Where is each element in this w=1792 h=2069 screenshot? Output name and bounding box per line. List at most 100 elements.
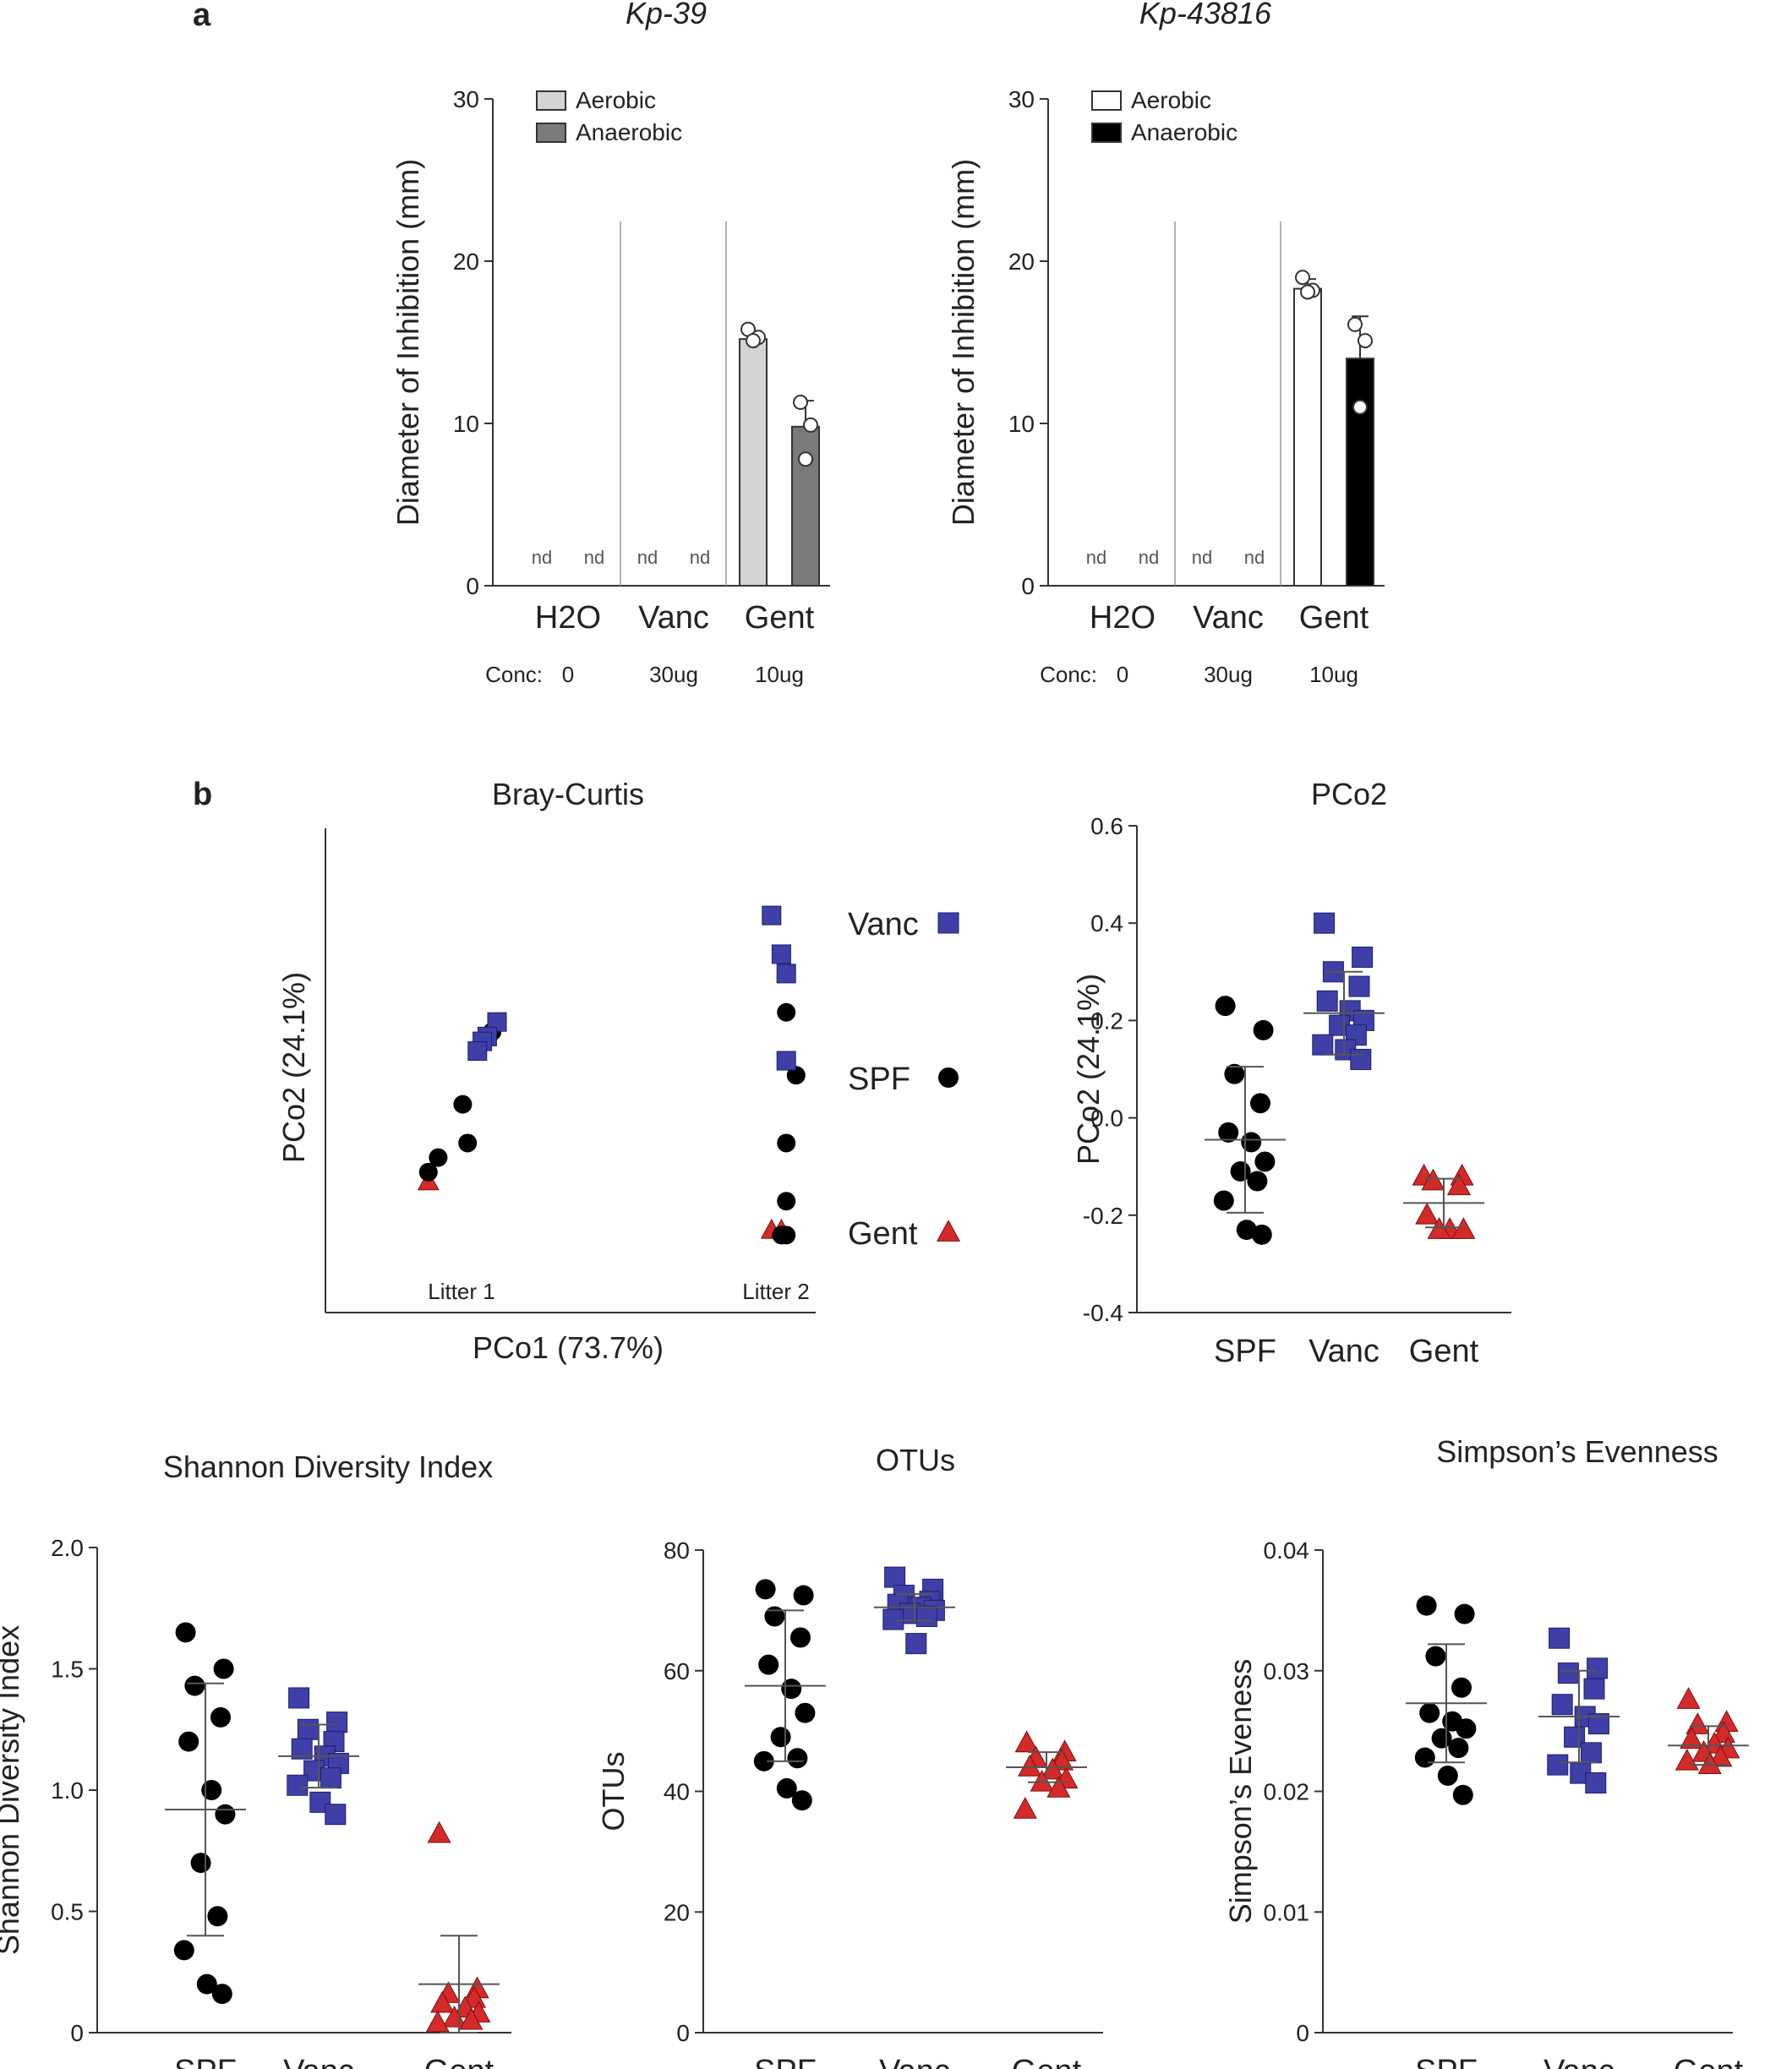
braycurtis-annotation-litter-1: Litter 1: [428, 1279, 495, 1304]
kp39-data-point: [793, 395, 808, 411]
shannon-point-spf: [215, 1804, 236, 1825]
kp43816-nd-label: nd: [1192, 547, 1212, 568]
shannon-ytick-label: 0: [70, 2020, 84, 2046]
kp43816-ytick-label: 0: [1021, 573, 1035, 599]
shannon-chart: Shannon Diversity Index 0 0.5 1.0 1.5 2.0 Shan…: [0, 1449, 511, 2069]
otus-category-label: SPF: [754, 2054, 817, 2069]
kp43816-ytick-label: 10: [1008, 411, 1035, 437]
otus-point-spf: [790, 1627, 811, 1648]
kp39-conc-label: 0: [562, 662, 574, 687]
otus-point-vanc: [915, 1606, 937, 1628]
shannon-point-gent: [459, 2007, 484, 2030]
kp43816-nd-label: nd: [1086, 547, 1106, 568]
kp43816-conc-label: 30ug: [1204, 662, 1253, 687]
kp39-bar-anaerobic: [791, 425, 820, 587]
braycurtis-point-spf: [458, 1133, 478, 1153]
shannon-point-spf: [210, 1706, 231, 1728]
kp43816-bar-aerobic: [1293, 287, 1322, 587]
kp43816-legend-swatch: [1091, 90, 1122, 111]
simpson-point-spf: [1414, 1747, 1435, 1768]
otus-point-gent: [1014, 1730, 1039, 1753]
braycurtis-point-spf: [772, 1226, 791, 1245]
simpson-category-label: Vanc: [1543, 2054, 1614, 2069]
kp39-data-point: [746, 333, 761, 349]
kp43816-ytick-label: 30: [1008, 86, 1035, 112]
simpson-ytick-label: 0.01: [1264, 1899, 1310, 1925]
simpson-point-spf: [1416, 1595, 1437, 1616]
braycurtis-legend-marker: [936, 1220, 961, 1242]
otus-point-spf: [787, 1748, 808, 1769]
simpson-point-vanc: [1580, 1742, 1602, 1764]
otus-category-label: Vanc: [879, 2054, 950, 2069]
pco2-point-spf: [1215, 996, 1236, 1017]
simpson-point-gent: [1697, 1752, 1722, 1774]
pco2-chart: PCo2 -0.4 -0.2 0.0 0.2 0.4 0.6 PCo2 (24.1%) SPF V…: [1071, 777, 1511, 1369]
otus-chart: OTUs 0 20 40 60 80 OTUs SPF Vanc Gent: [596, 1443, 1103, 2069]
shannon-point-gent: [425, 2010, 450, 2033]
braycurtis-legend-label: SPF: [848, 1062, 910, 1097]
otus-ytick-label: 40: [664, 1779, 690, 1805]
kp39-data-point: [803, 417, 818, 433]
otus-ytick-label: 20: [664, 1899, 690, 1925]
kp43816-title: Kp-43816: [1139, 0, 1272, 30]
braycurtis-point-spf: [418, 1162, 438, 1182]
simpson-point-gent: [1708, 1744, 1733, 1767]
kp39-legend-label: Aerobic: [576, 87, 656, 113]
shannon-point-spf: [196, 1973, 217, 1995]
kp43816-chart: Kp-43816 0 10 20 30 Diameter of Inhibition (m…: [946, 0, 1385, 687]
kp39-nd-label: nd: [690, 547, 710, 568]
kp39-ytick-label: 0: [466, 573, 479, 599]
otus-point-spf: [770, 1727, 791, 1748]
otus-point-spf: [791, 1790, 812, 1811]
shannon-ytick-label: 2.0: [51, 1535, 84, 1561]
shannon-point-vanc: [320, 1767, 341, 1789]
pco2-point-vanc: [1312, 1034, 1334, 1056]
simpson-ytick-label: 0: [1296, 2020, 1309, 2046]
otus-category-label: Gent: [1012, 2054, 1082, 2069]
shannon-category-label: Vanc: [283, 2054, 354, 2069]
simpson-point-spf: [1448, 1738, 1469, 1759]
kp43816-legend-label: Anaerobic: [1131, 119, 1237, 145]
pco2-ytick-label: 0.4: [1090, 910, 1123, 936]
braycurtis-point-vanc: [467, 1041, 488, 1062]
otus-title: OTUs: [876, 1443, 955, 1477]
braycurtis-point-vanc: [762, 905, 782, 925]
braycurtis-point-vanc: [771, 944, 791, 964]
kp43816-data-point: [1358, 333, 1373, 349]
pco2-point-gent: [1421, 1168, 1445, 1191]
shannon-point-vanc: [288, 1687, 310, 1709]
otus-point-spf: [758, 1654, 779, 1675]
braycurtis-legend-marker: [938, 1067, 959, 1088]
pco2-category-label: Gent: [1409, 1334, 1479, 1369]
kp39-conc-label: 30ug: [649, 662, 698, 687]
kp39-ylabel: Diameter of Inhibition (mm): [391, 159, 425, 526]
pco2-point-spf: [1213, 1190, 1234, 1211]
otus-ytick-label: 0: [676, 2020, 690, 2046]
pco2-point-vanc: [1314, 912, 1336, 934]
kp43816-category-label: Vanc: [1193, 600, 1264, 636]
simpson-point-spf: [1452, 1784, 1473, 1805]
shannon-ytick-label: 0.5: [51, 1899, 84, 1925]
shannon-point-spf: [178, 1731, 199, 1752]
kp39-data-point: [798, 451, 813, 467]
simpson-point-gent: [1676, 1687, 1701, 1709]
simpson-ytick-label: 0.02: [1264, 1779, 1310, 1805]
braycurtis-point-spf: [786, 1066, 806, 1085]
kp39-nd-label: nd: [637, 547, 658, 568]
pco2-ytick-label: 0.6: [1090, 813, 1123, 839]
kp39-legend-label: Anaerobic: [576, 119, 682, 145]
simpson-ytick-label: 0.03: [1264, 1658, 1310, 1684]
shannon-point-spf: [213, 1658, 234, 1679]
pco2-ytick-label: -0.4: [1083, 1300, 1123, 1326]
pco2-point-spf: [1253, 1019, 1274, 1040]
shannon-category-label: SPF: [174, 2054, 237, 2069]
pco2-point-vanc: [1348, 975, 1370, 997]
braycurtis-legend-label: Vanc: [848, 907, 919, 942]
pco2-point-spf: [1250, 1093, 1270, 1114]
braycurtis-point-vanc: [487, 1012, 507, 1032]
shannon-point-vanc: [325, 1804, 347, 1826]
kp39-ytick-label: 20: [453, 248, 479, 275]
pco2-ylabel: PCo2 (24.1%): [1071, 974, 1106, 1165]
pco2-point-gent: [1446, 1173, 1472, 1196]
simpson-point-vanc: [1549, 1627, 1571, 1649]
